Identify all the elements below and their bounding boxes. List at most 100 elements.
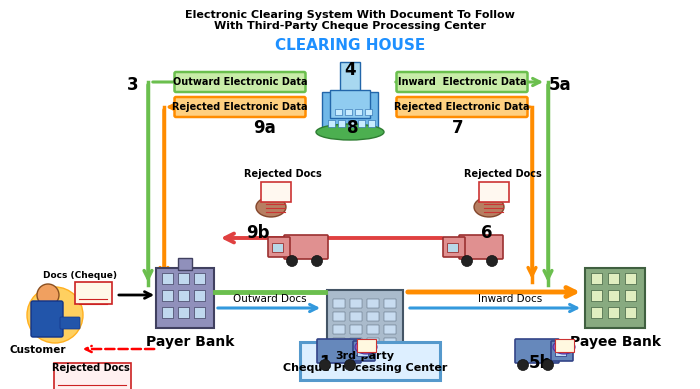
Text: 5a: 5a [549, 76, 571, 94]
Bar [333, 338, 345, 347]
Bar [368, 120, 375, 127]
Bar [367, 299, 379, 308]
FancyBboxPatch shape [554, 338, 573, 352]
Circle shape [542, 359, 554, 370]
Bar [384, 325, 396, 334]
Text: 2: 2 [360, 340, 372, 358]
Bar [348, 120, 355, 127]
Circle shape [517, 359, 528, 370]
Text: Inward Docs: Inward Docs [478, 294, 542, 304]
Bar [338, 120, 345, 127]
Bar [358, 120, 365, 127]
Text: 9b: 9b [246, 224, 270, 242]
Bar [162, 273, 173, 284]
Text: Inward  Electronic Data: Inward Electronic Data [398, 77, 526, 87]
FancyBboxPatch shape [515, 339, 559, 363]
Bar [591, 307, 602, 318]
Text: Rejected Electronic Data: Rejected Electronic Data [394, 102, 530, 112]
Bar [625, 307, 636, 318]
Bar [591, 273, 602, 284]
Bar [367, 325, 379, 334]
Bar [591, 290, 602, 301]
FancyBboxPatch shape [54, 363, 131, 389]
Bar [447, 243, 458, 252]
FancyBboxPatch shape [284, 235, 328, 259]
Circle shape [286, 256, 297, 266]
Bar [625, 273, 636, 284]
Bar [555, 347, 566, 356]
FancyBboxPatch shape [479, 182, 509, 202]
FancyBboxPatch shape [317, 339, 361, 363]
Text: Rejected Electronic Data: Rejected Electronic Data [172, 102, 308, 112]
Ellipse shape [316, 124, 384, 140]
FancyBboxPatch shape [75, 282, 112, 304]
Bar [608, 307, 619, 318]
Bar [194, 273, 205, 284]
Text: 8: 8 [347, 119, 358, 137]
Text: 3: 3 [127, 76, 139, 94]
Text: Payee Bank: Payee Bank [570, 335, 661, 349]
FancyBboxPatch shape [353, 341, 375, 361]
Bar [350, 312, 362, 321]
Text: Payer Bank: Payer Bank [146, 335, 234, 349]
FancyBboxPatch shape [396, 72, 528, 92]
Bar [345, 109, 352, 115]
Circle shape [37, 284, 59, 306]
Text: Electronic Clearing System With Document To Follow: Electronic Clearing System With Document… [185, 10, 515, 20]
Bar [355, 109, 362, 115]
Text: 7: 7 [452, 119, 464, 137]
FancyBboxPatch shape [300, 342, 440, 380]
Bar [367, 351, 379, 360]
FancyBboxPatch shape [31, 301, 63, 337]
FancyBboxPatch shape [551, 341, 573, 361]
FancyBboxPatch shape [459, 235, 503, 259]
Bar [350, 351, 362, 360]
Text: 9a: 9a [253, 119, 276, 137]
Ellipse shape [553, 340, 575, 354]
Bar [156, 268, 214, 328]
Circle shape [486, 256, 498, 266]
Bar [367, 312, 379, 321]
Bar [194, 307, 205, 318]
Bar [340, 62, 360, 110]
Text: 1: 1 [319, 354, 330, 372]
Bar [357, 347, 368, 356]
Text: Customer: Customer [10, 345, 66, 355]
Bar [330, 90, 370, 118]
Text: Rejected Docs: Rejected Docs [52, 363, 130, 373]
Text: Outward Electronic Data: Outward Electronic Data [173, 77, 307, 87]
Text: Rejected Docs: Rejected Docs [464, 169, 542, 179]
Bar [178, 290, 189, 301]
FancyBboxPatch shape [268, 237, 290, 257]
Bar [608, 290, 619, 301]
Bar [365, 109, 372, 115]
FancyBboxPatch shape [174, 72, 305, 92]
Bar [384, 299, 396, 308]
FancyBboxPatch shape [174, 97, 305, 117]
Text: Outward Docs: Outward Docs [233, 294, 307, 304]
Bar [322, 92, 378, 130]
Bar [384, 351, 396, 360]
Bar [625, 290, 636, 301]
FancyBboxPatch shape [443, 237, 465, 257]
Bar [335, 109, 342, 115]
Bar [333, 351, 345, 360]
FancyBboxPatch shape [60, 317, 80, 329]
Bar [327, 290, 403, 365]
Bar [350, 325, 362, 334]
Bar [350, 338, 362, 347]
Bar [178, 258, 192, 270]
FancyBboxPatch shape [356, 338, 375, 352]
Bar [272, 243, 283, 252]
Circle shape [27, 287, 83, 343]
Bar [384, 312, 396, 321]
Ellipse shape [256, 197, 286, 217]
Bar [328, 120, 335, 127]
Bar [384, 338, 396, 347]
Bar [333, 325, 345, 334]
Bar [350, 299, 362, 308]
FancyBboxPatch shape [261, 182, 291, 202]
Bar [178, 273, 189, 284]
Text: 3rd-party
Cheque Processing Center: 3rd-party Cheque Processing Center [283, 351, 447, 373]
FancyBboxPatch shape [396, 97, 528, 117]
